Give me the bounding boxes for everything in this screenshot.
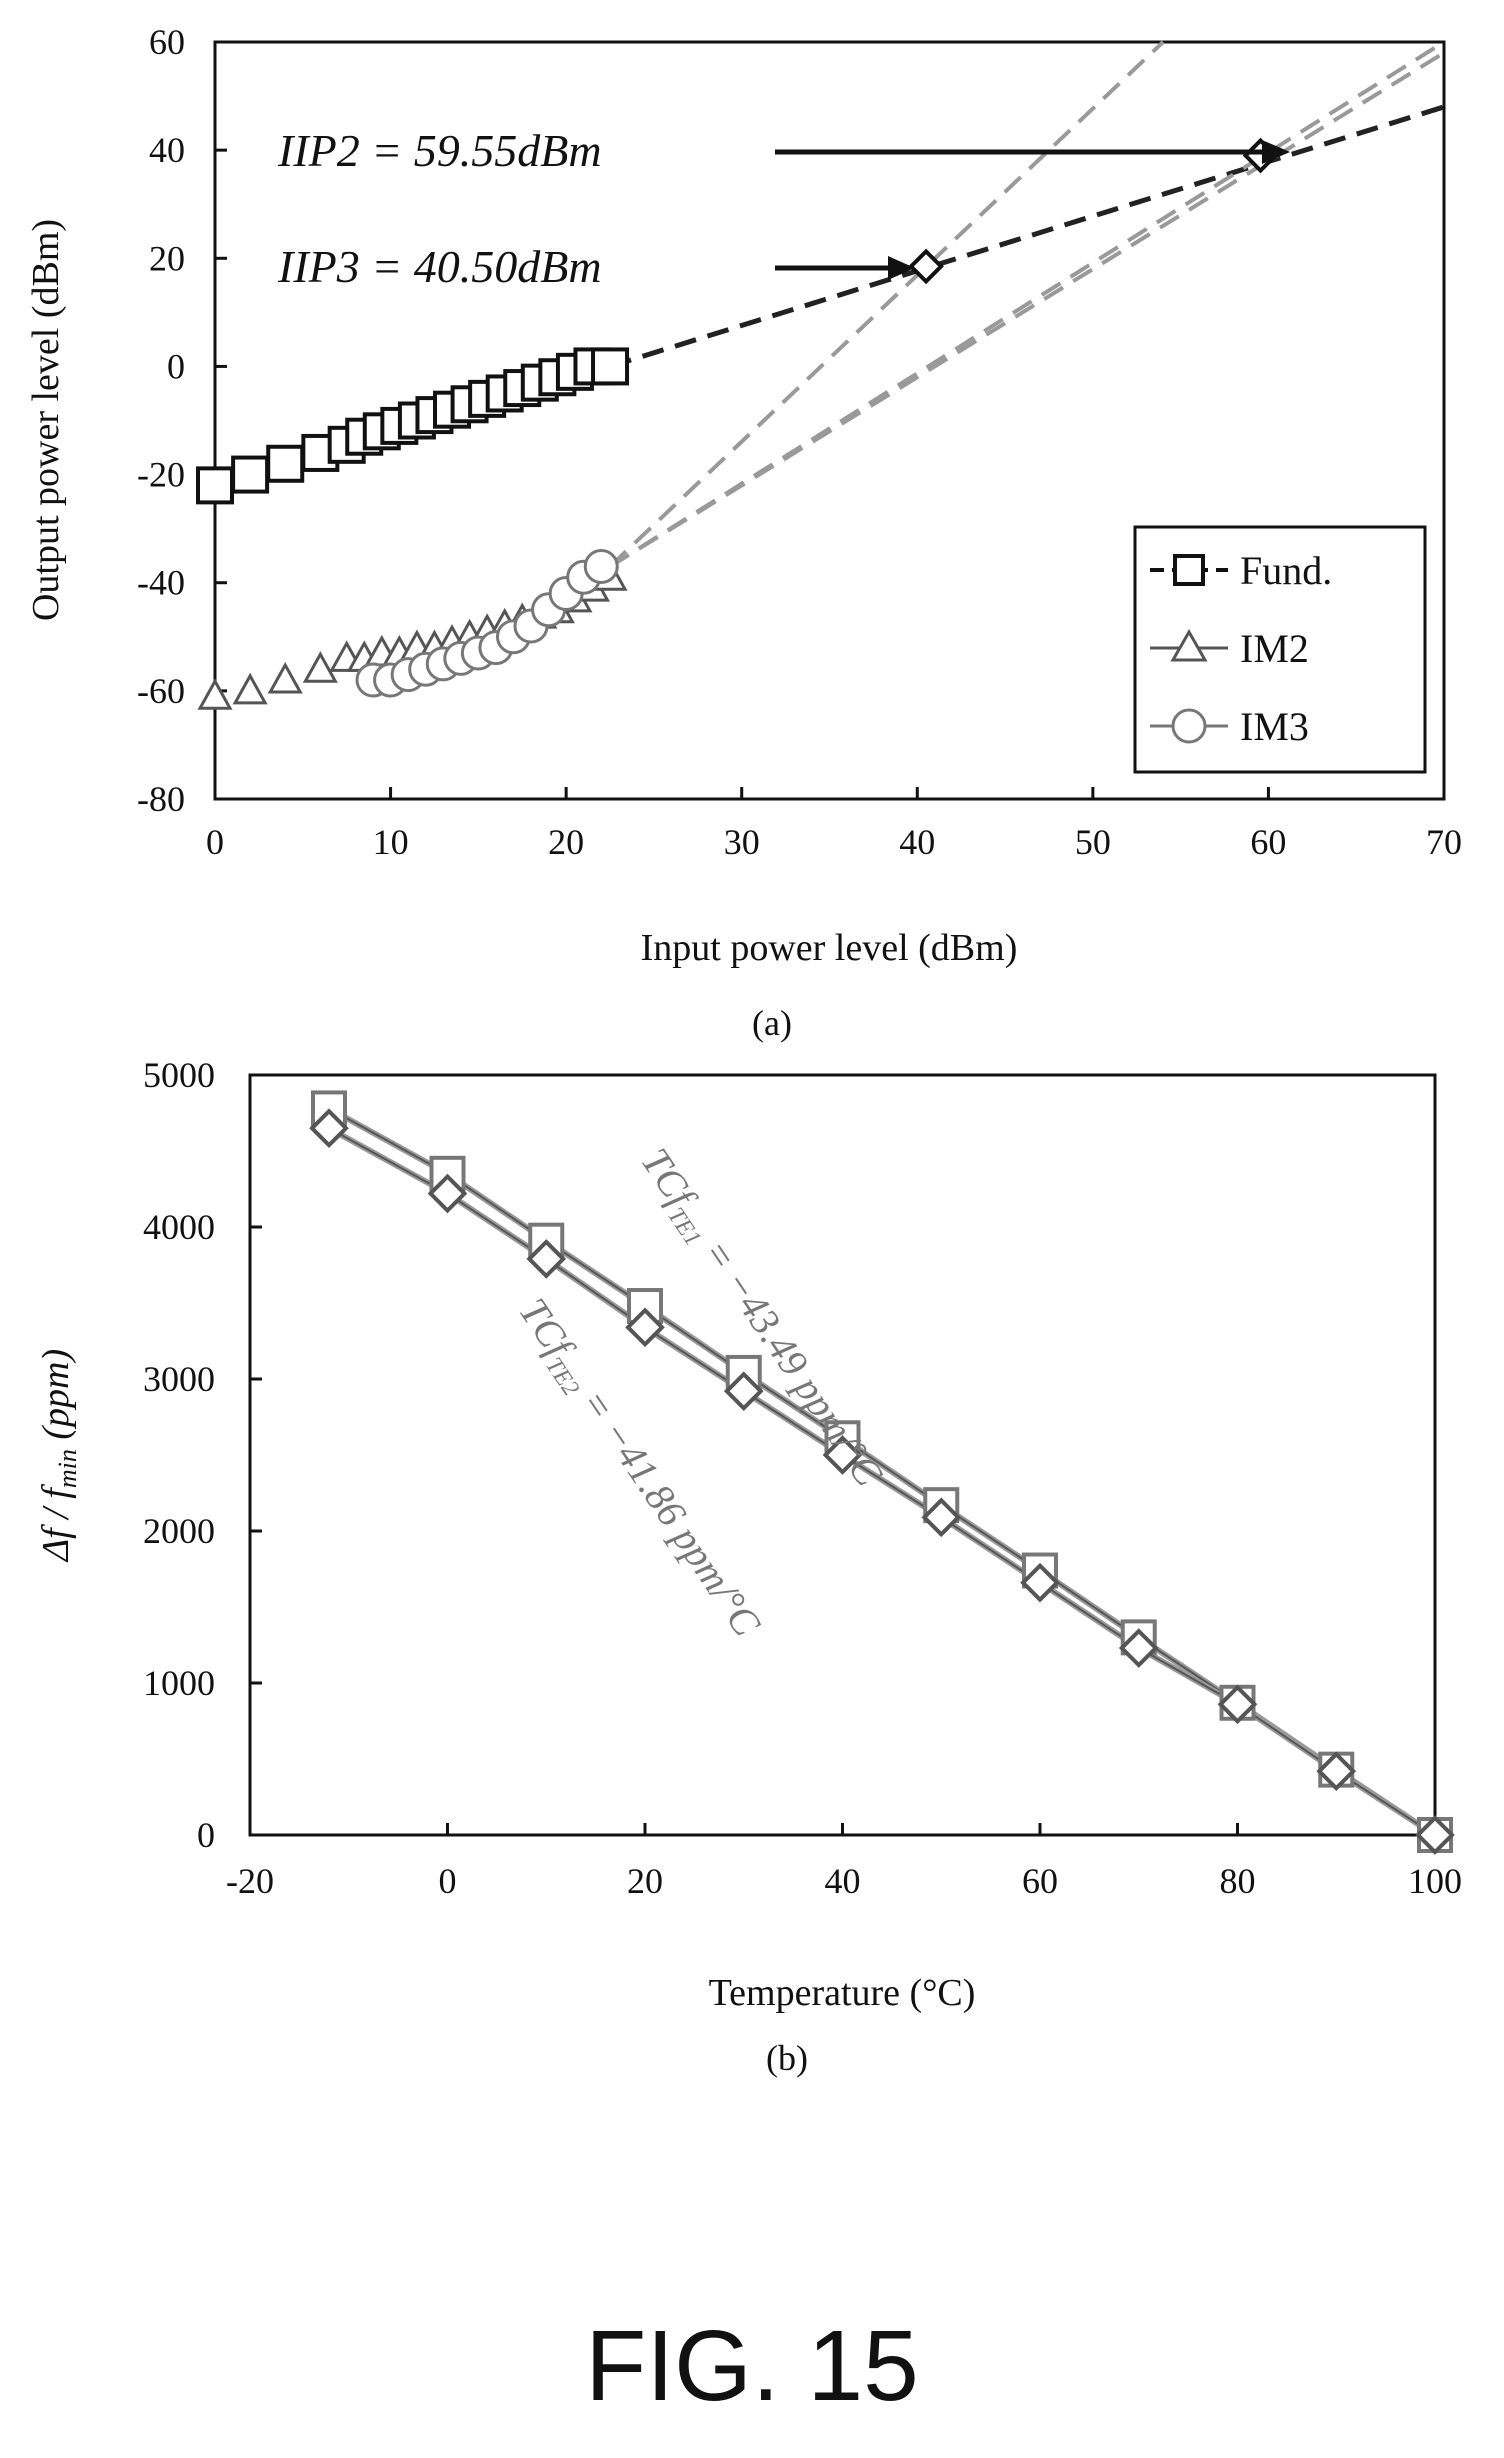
chart-b-x-ticks: -20 0 20 40 60 80 100	[226, 1823, 1462, 1901]
extrapolation-line-im3	[608, 40, 1446, 569]
chart-a-y-tick-label: -60	[137, 671, 185, 711]
data-point-im3	[583, 548, 619, 584]
data-point-diamond	[625, 1307, 665, 1348]
chart-b-y-tick-label: 0	[197, 1815, 215, 1855]
chart-a-x-tick-label: 0	[206, 822, 224, 862]
chart-a-x-ticks: 0 10 20 30 40 50 60 70	[206, 787, 1462, 862]
data-point-diamond	[822, 1435, 863, 1475]
legend-fund-label: Fund.	[1240, 548, 1332, 593]
data-point-diamond	[1020, 1562, 1060, 1603]
legend-im2-marker	[1170, 628, 1208, 662]
chart-b-ylabel-sub: min	[53, 1449, 82, 1488]
chart-a-x-tick-label: 70	[1426, 822, 1462, 862]
data-point-im2	[232, 672, 268, 705]
chart-a-frame	[213, 40, 1446, 801]
tcf-te2-value: = −41.86 ppm/°C	[566, 1373, 770, 1645]
chart-a-y-tick-label: -80	[137, 779, 185, 819]
extrapolation-line-im2	[608, 51, 1446, 569]
data-point-fund	[231, 455, 270, 494]
chart-b-y-tick-label: 1000	[143, 1663, 215, 1703]
chart-a-y-tick-label: 20	[149, 238, 185, 278]
intercept-point	[908, 248, 944, 285]
chart-b-y-tick-label: 3000	[143, 1359, 215, 1399]
iip2-arrowhead	[1262, 140, 1290, 164]
chart-b-y-tick-label: 5000	[143, 1055, 215, 1095]
data-point-fund	[196, 466, 234, 505]
chart-b-ylabel: Δf / fmin (ppm)	[35, 1349, 82, 1563]
chart-b-x-tick-label: 0	[439, 1861, 457, 1901]
chart-a-y-tick-label: -20	[137, 455, 185, 495]
chart-a-x-tick-label: 50	[1075, 822, 1111, 862]
series-line-2	[327, 1125, 1437, 1838]
chart-b-x-tick-label: 80	[1220, 1861, 1256, 1901]
chart-b-ylabel-unit: (ppm)	[35, 1349, 77, 1449]
chart-a-x-tick-label: 60	[1250, 822, 1286, 862]
chart-a-x-tick-label: 20	[548, 822, 584, 862]
chart-a-series	[196, 347, 630, 710]
data-point-diamond	[1217, 1684, 1258, 1725]
chart-a-caption: (a)	[752, 1003, 792, 1043]
legend-entry-fund: Fund.	[1150, 548, 1332, 593]
legend-im2-label: IM2	[1240, 626, 1309, 671]
data-point-diamond	[723, 1371, 764, 1411]
data-point-diamond	[526, 1239, 567, 1279]
legend-entry-im3: IM3	[1150, 704, 1309, 749]
chart-b-x-tick-label: 40	[825, 1861, 861, 1901]
chart-b-y-tick-label: 4000	[143, 1207, 215, 1247]
iip3-arrowhead	[888, 256, 915, 280]
figure-label: FIG. 15	[585, 2310, 918, 2422]
chart-a-y-tick-label: -40	[137, 563, 185, 603]
extrapolation-line-fund	[609, 104, 1445, 369]
chart-b-x-tick-label: 20	[627, 1861, 663, 1901]
data-point-fund	[266, 444, 305, 483]
chart-a-x-tick-label: 40	[899, 822, 935, 862]
legend-fund-marker	[1173, 554, 1205, 586]
chart-a-y-tick-label: 60	[149, 22, 185, 62]
chart-b: -20 0 20 40 60 80 100 0 1000 2000 3000 4000 5000 TC…	[35, 1055, 1462, 2078]
chart-a-xlabel: Input power level (dBm)	[641, 927, 1018, 969]
data-point-diamond	[1415, 1815, 1455, 1855]
chart-a-y-tick-label: 0	[167, 346, 185, 386]
chart-a-intercepts	[908, 137, 1279, 285]
data-point-diamond	[1118, 1628, 1159, 1668]
chart-b-y-ticks: 0 1000 2000 3000 4000 5000	[143, 1055, 262, 1855]
chart-b-caption: (b)	[766, 2038, 808, 2078]
data-point-diamond	[921, 1497, 962, 1538]
chart-b-y-tick-label: 2000	[143, 1511, 215, 1551]
iip3-annotation: IIP3 = 40.50dBm	[277, 241, 602, 292]
legend-entry-im2: IM2	[1150, 626, 1309, 671]
chart-b-ylabel-main: Δf / f	[35, 1484, 77, 1563]
chart-a-extrapolations	[608, 40, 1446, 569]
data-point-im2	[267, 661, 303, 694]
iip2-annotation: IIP2 = 59.55dBm	[277, 125, 602, 176]
chart-a: 0 10 20 30 40 50 60 70 -80 -60 -40 -20 0 20 40 60 IIP2…	[25, 22, 1462, 1043]
chart-a-x-tick-label: 30	[724, 822, 760, 862]
chart-b-x-tick-label: 60	[1022, 1861, 1058, 1901]
data-point-im2	[197, 678, 233, 710]
chart-a-x-tick-label: 10	[373, 822, 409, 862]
chart-b-series	[309, 1090, 1455, 1855]
chart-a-y-ticks: -80 -60 -40 -20 0 20 40 60	[137, 22, 227, 819]
data-point-diamond	[1316, 1751, 1357, 1791]
extrapolation-line-im2	[608, 40, 1165, 568]
legend-im3-label: IM3	[1240, 704, 1309, 749]
data-point-im2	[302, 651, 338, 683]
chart-a-y-tick-label: 40	[149, 130, 185, 170]
data-point-diamond	[427, 1173, 468, 1214]
tcf-te1-prefix: TCf	[633, 1140, 707, 1219]
data-point-diamond	[309, 1108, 349, 1149]
data-point-fund	[591, 347, 630, 386]
legend-im3-marker	[1171, 708, 1207, 744]
chart-b-x-tick-label: -20	[226, 1861, 274, 1901]
chart-b-xlabel: Temperature (°C)	[709, 1972, 976, 2014]
chart-a-legend: Fund. IM2 IM3	[1133, 525, 1427, 774]
chart-a-ylabel: Output power level (dBm)	[25, 219, 67, 621]
chart-b-x-tick-label: 100	[1408, 1861, 1462, 1901]
tcf-te2-prefix: TCf	[511, 1290, 585, 1369]
tcf-te2-annotation: TCfTE2 = −41.86 ppm/°C	[506, 1290, 770, 1648]
